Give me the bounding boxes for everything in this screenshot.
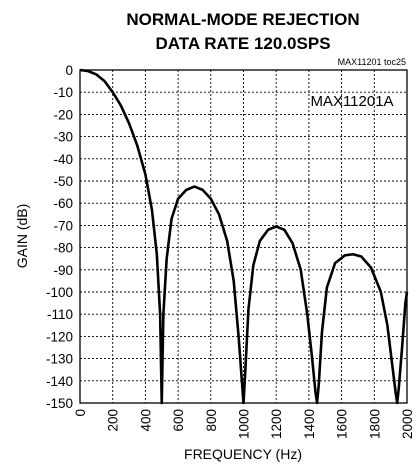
y-tick-label: -50 (53, 174, 73, 189)
y-axis-label: GAIN (dB) (14, 204, 30, 269)
y-tick-label: -60 (53, 196, 73, 211)
y-tick-label: -140 (46, 374, 73, 389)
x-axis-label: FREQUENCY (Hz) (184, 446, 302, 462)
series-line-max11201a (79, 68, 409, 405)
y-tick-label: -80 (53, 241, 73, 256)
x-tick-label: 600 (171, 409, 186, 432)
series-label-max11201a: MAX11201A (310, 93, 393, 110)
x-tick-label: 1600 (335, 409, 350, 439)
y-tick-label: -10 (53, 85, 73, 100)
x-tick-label: 800 (204, 409, 219, 432)
y-tick-label: -150 (46, 396, 73, 411)
x-tick-labels: 0 200 400 600 800 1000 1200 1400 1600 1800 2000 (73, 409, 415, 439)
x-tick-label: 200 (106, 409, 121, 432)
y-tick-label: -20 (53, 107, 73, 122)
chart-reference-note: MAX11201 toc25 (338, 57, 406, 67)
y-tick-label: 0 (65, 63, 73, 78)
x-tick-label: 1200 (269, 409, 284, 439)
y-tick-label: -110 (47, 307, 73, 322)
y-tick-label: -120 (46, 329, 73, 344)
y-tick-label: -40 (53, 152, 73, 167)
x-tick-label: 400 (138, 409, 153, 432)
chart-title-line-2: DATA RATE 120.0SPS (155, 34, 330, 53)
y-tick-label: -30 (53, 130, 73, 145)
y-tick-label: -100 (46, 285, 73, 300)
x-tick-label: 2000 (400, 409, 415, 439)
chart-title-line-1: NORMAL-MODE REJECTION (126, 10, 359, 29)
y-tick-labels: 0 -10 -20 -30 -40 -50 -60 -70 -80 -90 -100 -110 -120… (46, 63, 73, 411)
x-tick-label: 1800 (367, 409, 382, 439)
y-tick-label: -70 (53, 218, 73, 233)
x-tick-label: 1000 (237, 409, 252, 439)
y-tick-label: -130 (46, 352, 73, 367)
x-tick-label: 1400 (302, 409, 317, 439)
y-tick-label: -90 (53, 263, 73, 278)
x-tick-label: 0 (73, 409, 88, 417)
grid-lines (80, 70, 407, 403)
